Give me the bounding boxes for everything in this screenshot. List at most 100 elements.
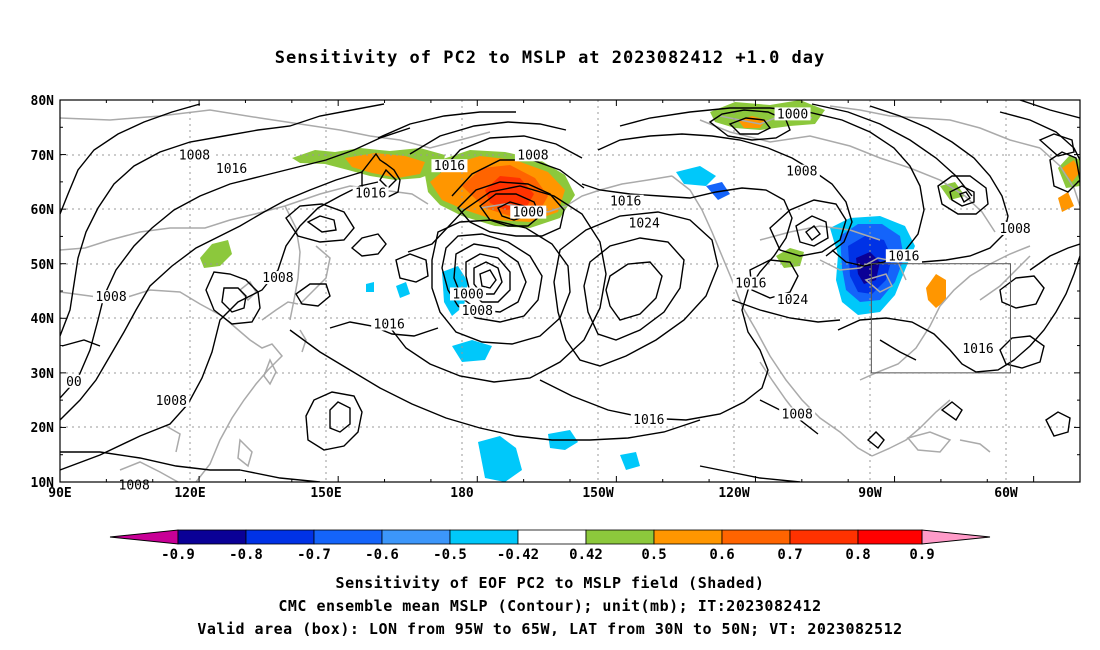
contour-label: 1008 [782, 408, 813, 423]
colorbar-labels: -0.9 -0.8 -0.7 -0.6 -0.5 -0.42 0.42 0.5 … [161, 547, 935, 563]
mslp-contours [60, 100, 1080, 482]
contour-label: 1016 [735, 277, 766, 292]
contour-label: 1016 [374, 317, 405, 332]
contour-label-bg [259, 271, 296, 285]
contour-label-bg [510, 205, 547, 219]
negative-sensitivity-patch [620, 452, 640, 470]
contour-label-bg [63, 374, 84, 388]
colorbar-low-end [109, 529, 179, 545]
contour-label: 1008 [517, 148, 548, 163]
contour-label-bg [352, 186, 389, 200]
colorbar-label: -0.5 [433, 547, 467, 563]
lat-label: 30N [31, 367, 55, 382]
contour-label: 1008 [156, 394, 187, 409]
contour-label-bg [732, 276, 769, 290]
colorbar-segment [245, 529, 315, 545]
longitude-labels: 90E 120E 150E 180 150W 120W 90W 60W [48, 486, 1018, 501]
lon-label: 90W [858, 486, 882, 501]
colorbar-segment [857, 529, 923, 545]
lon-label: 120E [174, 486, 205, 501]
valid-area-box [870, 263, 1011, 374]
negative-sensitivity-patch [396, 282, 410, 298]
contour-label-bg [176, 148, 213, 162]
colorbar-label: -0.7 [297, 547, 331, 563]
colorbar-label: 0.5 [641, 547, 666, 563]
contour-label-bg [459, 303, 496, 317]
lon-label: 150W [582, 486, 613, 501]
caption-shading: Sensitivity of EOF PC2 to MSLP field (Sh… [335, 574, 765, 592]
map-title: Sensitivity of PC2 to MSLP at 2023082412… [274, 48, 826, 68]
contour-label: 1024 [777, 293, 808, 308]
colorbar-segment [381, 529, 451, 545]
contour-label-bg [960, 342, 996, 356]
contour-label-bg [885, 249, 922, 263]
contour-label: 1016 [434, 159, 465, 174]
colorbar-label: -0.8 [229, 547, 263, 563]
positive-sensitivity-patch [345, 153, 425, 178]
contour-label-bg [626, 216, 663, 230]
contour-label: 1008 [95, 290, 126, 305]
lat-label: 60N [31, 203, 55, 218]
colorbar-segment [789, 529, 859, 545]
contour-labels: 1008 1016 1008 1008 1016 1016 1008 1000 1016 1024… [63, 107, 1034, 493]
axis-ticks [59, 99, 1081, 483]
contour-label-bg [607, 194, 644, 208]
contour-label: 1016 [216, 162, 247, 177]
graticule [60, 100, 1080, 482]
latitude-labels: 80N 70N 60N 50N 40N 30N 20N 10N [31, 94, 55, 491]
colorbar [109, 529, 991, 545]
colorbar-label: -0.9 [161, 547, 195, 563]
contour-label-bg [431, 159, 468, 173]
negative-sensitivity-patch [676, 166, 716, 186]
positive-sensitivity-patch [1062, 160, 1080, 182]
contour-label: 1024 [629, 217, 660, 232]
contour-label: 1016 [355, 187, 386, 202]
lon-label: 60W [994, 486, 1018, 501]
lon-label: 150E [310, 486, 341, 501]
negative-sensitivity-patch [478, 436, 522, 482]
contour-label-bg [783, 164, 820, 178]
contour-label-bg [514, 148, 551, 162]
lon-label: 120W [718, 486, 749, 501]
lat-label: 50N [31, 258, 55, 273]
contour-label-bg [630, 412, 667, 426]
lon-label: 90E [48, 486, 71, 501]
positive-sensitivity-patch [926, 274, 946, 308]
contour-label-bg [774, 292, 811, 306]
lat-label: 80N [31, 94, 55, 109]
contour-label-bg [213, 161, 250, 175]
positive-sensitivity-patch [485, 176, 534, 210]
colorbar-segment [313, 529, 383, 545]
caption-contour: CMC ensemble mean MSLP (Contour); unit(m… [278, 597, 822, 615]
contour-label: 1008 [119, 478, 150, 493]
lat-label: 70N [31, 149, 55, 164]
colorbar-segment [585, 529, 655, 545]
colorbar-label: 0.9 [909, 547, 934, 563]
colorbar-segment [721, 529, 791, 545]
contour-label: 1008 [786, 165, 817, 180]
contour-label: 1008 [262, 271, 293, 286]
contour-label-bg [774, 107, 811, 121]
contour-label-bg [779, 407, 816, 421]
contour-label-bg [450, 287, 486, 301]
colorbar-segment [517, 529, 587, 545]
colorbar-label: -0.42 [497, 547, 539, 563]
contour-label: 1008 [999, 222, 1030, 237]
colorbar-label: 0.8 [845, 547, 870, 563]
colorbar-label: -0.6 [365, 547, 399, 563]
positive-sensitivity-patch [776, 248, 804, 268]
lat-label: 10N [31, 476, 55, 491]
contour-label-bg [997, 221, 1034, 235]
contour-label-bg [371, 317, 408, 331]
contour-label: 1000 [513, 206, 544, 221]
contour-label: 1016 [888, 249, 919, 264]
contour-label: 1008 [179, 148, 210, 163]
contour-label: 1016 [610, 195, 641, 210]
colorbar-label: 0.6 [709, 547, 734, 563]
lat-label: 40N [31, 312, 55, 327]
lon-label: 180 [450, 486, 474, 501]
positive-sensitivity-patch [200, 240, 232, 268]
contour-label: 00 [66, 375, 82, 390]
contour-label: 1008 [462, 304, 493, 319]
